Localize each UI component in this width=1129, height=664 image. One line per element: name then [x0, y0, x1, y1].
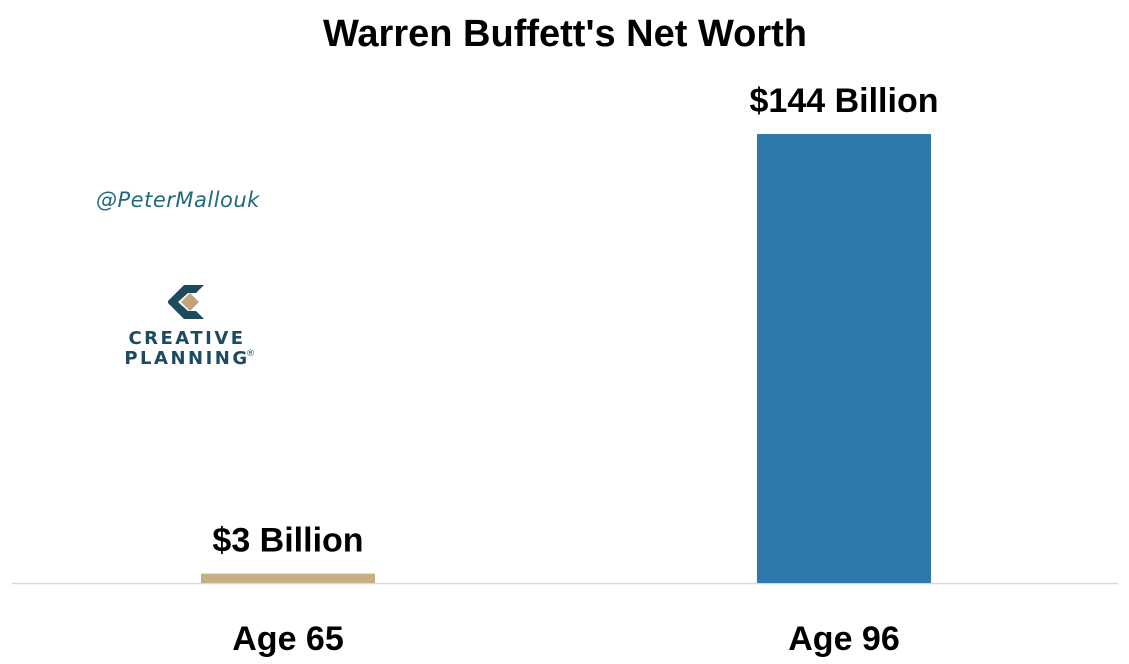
bar-age-65	[201, 573, 375, 583]
registered-mark: ®	[246, 349, 255, 359]
author-handle: @PeterMallouk	[96, 188, 260, 212]
bars-group	[201, 134, 931, 583]
chart-title: Warren Buffett's Net Worth	[323, 13, 807, 55]
x-tick-labels-group: Age 65 Age 96	[232, 620, 900, 658]
x-tick-label-age-96: Age 96	[788, 620, 900, 658]
data-label-age-96: $144 Billion	[750, 82, 939, 120]
brand-name-line2: PLANNING	[124, 348, 249, 369]
creative-planning-logo: CREATIVE PLANNING ®	[124, 285, 255, 369]
brand-name-line1: CREATIVE	[128, 328, 245, 349]
x-tick-label-age-65: Age 65	[232, 620, 344, 658]
bar-age-96	[757, 134, 931, 583]
data-label-age-65: $3 Billion	[212, 522, 363, 560]
creative-planning-logo-icon	[168, 285, 204, 319]
data-labels-group: $3 Billion $144 Billion	[212, 82, 938, 560]
